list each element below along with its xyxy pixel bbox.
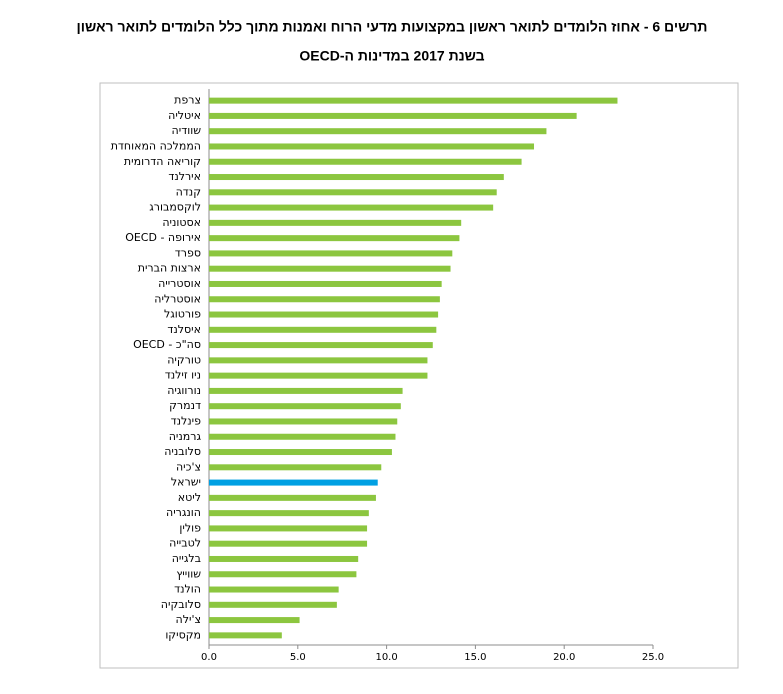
y-tick-label: איטליה bbox=[168, 109, 201, 122]
bar bbox=[209, 158, 522, 165]
bar bbox=[209, 265, 451, 272]
y-tick-label: ישראל bbox=[171, 476, 201, 489]
y-tick-label: אוסטרליה bbox=[154, 292, 201, 305]
y-tick-label: אסטוניה bbox=[162, 216, 201, 229]
bar bbox=[209, 449, 392, 456]
bar bbox=[209, 571, 357, 578]
y-tick-label: הולנד bbox=[174, 583, 201, 596]
y-tick-label: איסלנד bbox=[167, 323, 201, 336]
y-tick-label: פורטוגל bbox=[164, 308, 201, 321]
bar bbox=[209, 387, 403, 394]
bar bbox=[209, 632, 282, 639]
y-tick-label: סלובניה bbox=[164, 445, 201, 458]
y-tick-label: ארצות הברית bbox=[138, 262, 201, 275]
y-tick-label: קנדה bbox=[176, 185, 201, 198]
x-tick-label: 20.0 bbox=[553, 652, 575, 663]
bar bbox=[209, 174, 504, 181]
bar bbox=[209, 601, 337, 608]
y-tick-label: קוריאה הדרומית bbox=[124, 155, 201, 168]
bar bbox=[209, 235, 460, 242]
y-tick-label: גרמניה bbox=[169, 430, 202, 443]
x-tick-label: 0.0 bbox=[201, 652, 217, 663]
bar bbox=[209, 464, 382, 471]
y-tick-label: שווייץ bbox=[176, 567, 201, 580]
y-tick-label: ספרד bbox=[175, 246, 201, 259]
bar bbox=[209, 219, 462, 226]
bar bbox=[209, 418, 398, 425]
y-tick-label: אוסטרייה bbox=[158, 277, 201, 290]
bar bbox=[209, 311, 439, 318]
bar bbox=[209, 112, 577, 119]
x-tick-label: 25.0 bbox=[642, 652, 664, 663]
y-tick-label: אירופה - OECD bbox=[125, 231, 201, 244]
y-tick-label: הממלכה המאוחדת bbox=[111, 139, 201, 152]
y-tick-label: סה"כ - OECD bbox=[133, 338, 201, 351]
y-tick-label: ניו זילנד bbox=[165, 369, 201, 382]
bar bbox=[209, 525, 368, 532]
bar bbox=[209, 510, 369, 517]
y-tick-label: שוודיה bbox=[172, 124, 202, 137]
bar bbox=[209, 357, 428, 364]
y-tick-label: לטבייה bbox=[169, 537, 201, 550]
y-tick-label: צרפת bbox=[174, 94, 201, 107]
bar bbox=[209, 540, 368, 547]
bar bbox=[209, 403, 401, 410]
bar bbox=[209, 143, 535, 150]
x-tick-label: 5.0 bbox=[290, 652, 306, 663]
y-tick-label: צ'ילה bbox=[176, 613, 201, 626]
bar bbox=[209, 280, 442, 287]
bar bbox=[209, 479, 378, 486]
bar bbox=[209, 617, 300, 624]
bar bbox=[209, 555, 359, 562]
y-tick-label: הונגריה bbox=[166, 506, 201, 519]
bar bbox=[209, 586, 339, 593]
x-tick-label: 15.0 bbox=[464, 652, 486, 663]
y-tick-label: פולין bbox=[179, 521, 201, 534]
y-tick-label: ליטא bbox=[178, 491, 201, 504]
bar bbox=[209, 97, 618, 104]
y-tick-label: מקסיקו bbox=[165, 628, 201, 641]
bar bbox=[209, 326, 437, 333]
bar bbox=[209, 296, 440, 303]
bar bbox=[209, 128, 547, 135]
plot-frame bbox=[99, 82, 739, 669]
bar bbox=[209, 250, 453, 257]
y-tick-label: דנמרק bbox=[169, 399, 201, 412]
y-tick-label: בלגייה bbox=[172, 552, 201, 565]
x-tick-label: 10.0 bbox=[375, 652, 397, 663]
y-tick-label: צ'כיה bbox=[176, 460, 201, 473]
bar bbox=[209, 494, 376, 501]
chart-title: תרשים 6 - אחוז הלומדים לתואר ראשון במקצו… bbox=[77, 19, 708, 35]
y-tick-label: נורווגיה bbox=[167, 384, 201, 397]
bar bbox=[209, 372, 428, 379]
y-tick-label: אירלנד bbox=[168, 170, 201, 183]
y-tick-label: לוקסמבורג bbox=[149, 201, 201, 214]
y-tick-label: טורקיה bbox=[167, 353, 201, 366]
chart-subtitle: בשנת 2017 במדינות ה-OECD bbox=[299, 48, 484, 64]
y-tick-label: פינלנד bbox=[171, 414, 202, 427]
bar bbox=[209, 342, 433, 349]
bar bbox=[209, 433, 396, 440]
y-tick-label: סלובקיה bbox=[161, 598, 201, 611]
bar bbox=[209, 189, 497, 196]
bar bbox=[209, 204, 494, 211]
